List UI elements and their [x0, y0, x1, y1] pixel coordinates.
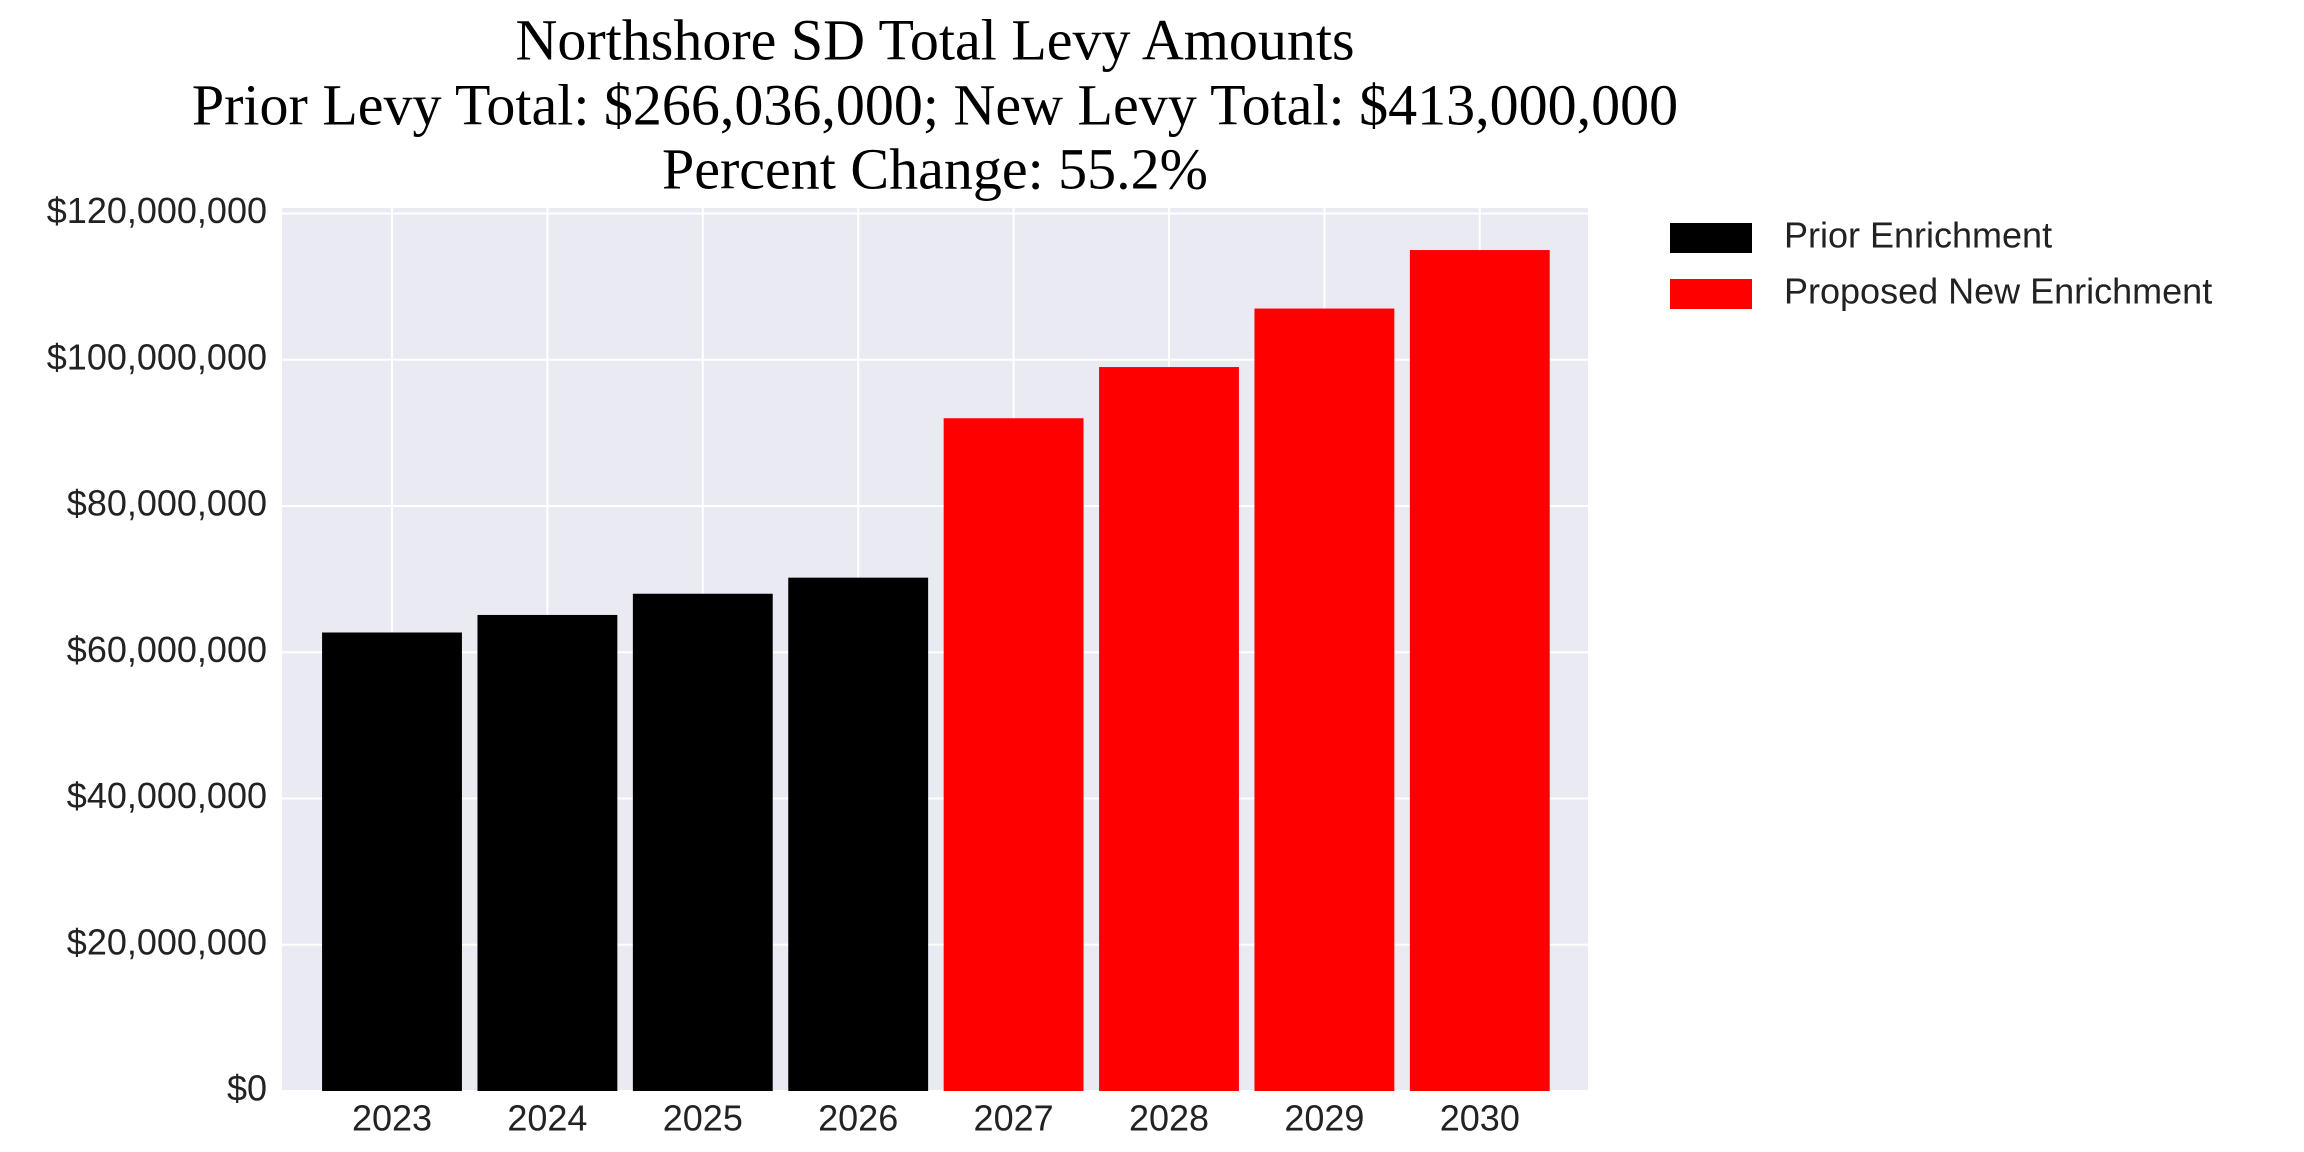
y-tick-label: $40,000,000 — [67, 775, 267, 816]
bar — [632, 593, 773, 1091]
y-tick-label: $20,000,000 — [67, 921, 267, 962]
y-tick-label: $100,000,000 — [47, 336, 267, 377]
x-tick-label: 2029 — [1284, 1098, 1364, 1139]
bar — [477, 614, 618, 1091]
chart-title: Northshore SD Total Levy Amounts — [515, 7, 1354, 72]
x-tick-label: 2027 — [974, 1098, 1054, 1139]
y-tick-label: $60,000,000 — [67, 629, 267, 670]
x-tick-label: 2030 — [1440, 1098, 1520, 1139]
x-tick-label: 2023 — [352, 1098, 432, 1139]
chart-title: Prior Levy Total: $266,036,000; New Levy… — [192, 72, 1678, 137]
x-tick-label: 2026 — [818, 1098, 898, 1139]
bar — [1099, 367, 1239, 1091]
x-tick-label: 2024 — [507, 1098, 587, 1139]
legend-swatch — [1670, 223, 1752, 253]
legend-label: Proposed New Enrichment — [1784, 271, 2212, 312]
chart-title: Percent Change: 55.2% — [662, 136, 1208, 201]
x-tick-label: 2028 — [1129, 1098, 1209, 1139]
y-tick-label: $0 — [227, 1068, 267, 1109]
x-tick-label: 2025 — [663, 1098, 743, 1139]
y-tick-label: $120,000,000 — [47, 190, 267, 231]
bar — [1409, 250, 1550, 1092]
legend-swatch — [1670, 279, 1752, 309]
bar — [1254, 308, 1395, 1091]
bar — [943, 418, 1084, 1091]
bar — [788, 577, 929, 1091]
bar — [322, 632, 462, 1091]
y-tick-label: $80,000,000 — [67, 483, 267, 524]
legend-label: Prior Enrichment — [1784, 215, 2052, 256]
